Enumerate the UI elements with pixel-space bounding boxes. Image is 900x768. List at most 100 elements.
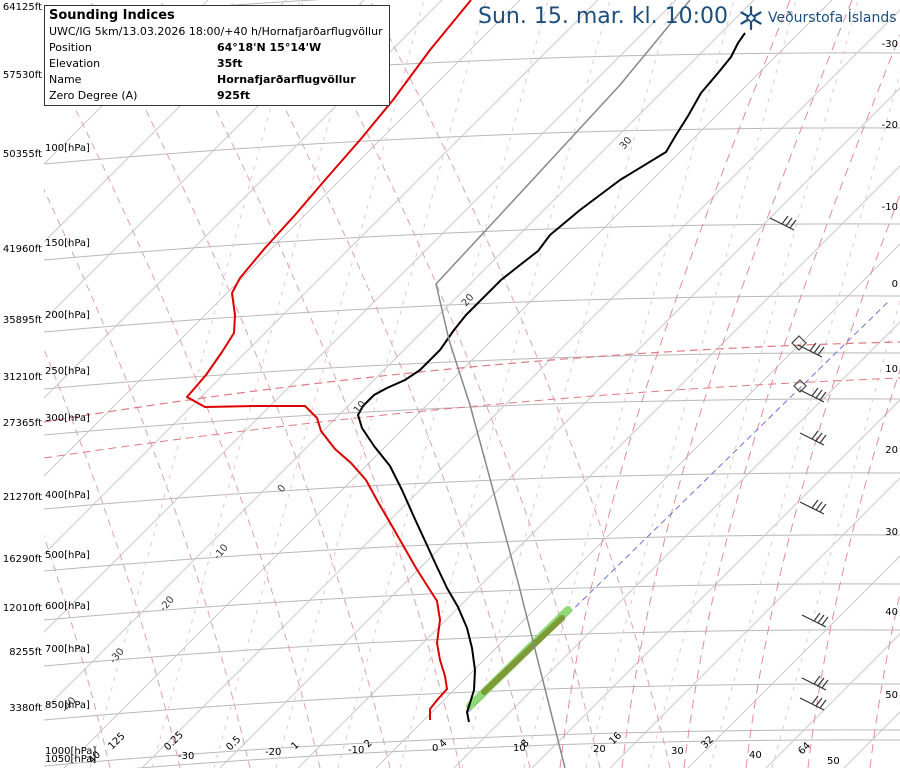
mixing-ratio-line — [585, 0, 797, 768]
wind-barb-flag — [819, 434, 827, 444]
bottom-tick-label: 30 — [671, 746, 684, 757]
indices-row-name: Name Hornafjarðarflugvöllur — [49, 72, 385, 88]
moist-adiabat-line — [745, 193, 900, 768]
wind-barb-flag — [817, 677, 825, 687]
mixing-ratio-line — [523, 0, 735, 768]
mixing-ratio-line — [461, 0, 673, 768]
pressure-tick-label: 850[hPa] — [45, 700, 90, 711]
wind-barb-flag — [809, 342, 817, 352]
height-tick-label: 64125ft — [3, 2, 42, 13]
wind-barb-flag — [817, 614, 825, 624]
vedurstofa-logo: Veðurstofa Íslands — [738, 4, 897, 32]
moist-adiabat-line — [869, 590, 900, 768]
dry-adiabat-line — [44, 45, 321, 768]
isobar-line — [44, 729, 900, 767]
mixing-ratio-line — [647, 0, 859, 768]
instability-band-core — [481, 615, 565, 695]
pressure-tick-label: 1000[hPa] — [45, 746, 96, 757]
bottom-tick-label: 32 — [699, 734, 716, 751]
right-tick-label: 10 — [885, 364, 898, 375]
wind-barb-flag — [785, 217, 793, 227]
wind-barb-flag — [813, 344, 821, 354]
isobar-line — [133, 739, 900, 768]
moist-adiabat-line — [683, 33, 900, 768]
wind-barb-icon — [799, 499, 827, 515]
isotherm-line — [44, 0, 599, 555]
wind-barb-flag — [819, 699, 827, 709]
isobar-line — [44, 223, 900, 261]
indices-row-position: Position 64°18'N 15°14'W — [49, 40, 385, 56]
mixing-ratio-line — [275, 0, 487, 768]
height-tick-label: 16290ft — [3, 554, 42, 565]
isotherm-line — [44, 0, 209, 165]
indices-label: Elevation — [49, 57, 101, 70]
wind-barb-icon — [801, 675, 829, 691]
wind-barb-flag — [821, 616, 829, 626]
height-tick-label: 27365ft — [3, 418, 42, 429]
parcel-profile-line — [435, 0, 691, 768]
temperature-profile-line — [357, 32, 746, 723]
right-tick-label: -20 — [882, 120, 898, 131]
isobar-line — [44, 683, 900, 721]
indices-value: 64°18'N 15°14'W — [217, 41, 322, 54]
height-tick-label: 21270ft — [3, 492, 42, 503]
bottom-tick-label: 40 — [749, 750, 762, 761]
dry-adiabat-line — [299, 0, 601, 768]
pressure-tick-label: 500[hPa] — [45, 550, 90, 561]
indices-label: Position — [49, 41, 92, 54]
mixing-ratio-line — [771, 297, 900, 768]
lifted-reference-line — [467, 299, 891, 713]
pressure-tick-label: 300[hPa] — [45, 413, 90, 424]
right-tick-label: -30 — [882, 39, 898, 50]
chart-labels: 1050[hPa]1000[hPa] 3380ft 850[hPa] 8255ft 70… — [3, 2, 898, 767]
moist-adiabat-line — [621, 0, 853, 768]
isotherm-line — [44, 0, 755, 711]
mixing-ratio-line — [337, 0, 549, 768]
wind-barb-icon — [801, 612, 829, 628]
isotherm-label: -20 — [158, 594, 177, 614]
model-run: UWC/IG 5km/13.03.2026 18:00/+40 h/Hornaf… — [49, 25, 383, 38]
reference-dashed-line — [44, 377, 900, 459]
wind-barb-flag — [811, 499, 819, 509]
bottom-tick-label: 64 — [796, 740, 813, 757]
isotherm-line — [687, 555, 900, 768]
tropopause-line — [44, 341, 900, 423]
pressure-tick-label: 150[hPa] — [45, 238, 90, 249]
right-tick-label: 20 — [885, 445, 898, 456]
height-tick-label: 8255ft — [9, 647, 42, 658]
right-tick-label: 50 — [885, 690, 898, 701]
dry-adiabat-line — [159, 0, 461, 768]
isobar-line — [44, 583, 900, 621]
height-tick-label: 31210ft — [3, 372, 42, 383]
isotherm-line — [44, 0, 677, 633]
isotherm-label: -40 — [60, 695, 79, 715]
isobar-line — [44, 629, 900, 667]
right-tick-label: -10 — [882, 202, 898, 213]
logo-brand-text: Veðurstofa Íslands — [768, 10, 897, 26]
pressure-tick-label: 1050[hPa] — [45, 754, 96, 765]
wind-barb-flag — [815, 389, 823, 399]
isotherm-label: -10 — [212, 542, 231, 562]
isobar-line — [44, 127, 900, 165]
isotherm-line — [609, 477, 900, 768]
dry-adiabat-line — [44, 188, 251, 768]
wind-barb-flag — [811, 387, 819, 397]
indices-value: 35ft — [217, 57, 243, 70]
pressure-tick-label: 600[hPa] — [45, 601, 90, 612]
isotherm-line — [63, 0, 833, 768]
right-tick-label: 40 — [885, 607, 898, 618]
chart-series — [186, 0, 746, 768]
height-tick-label: 41960ft — [3, 244, 42, 255]
isotherm-line — [44, 0, 365, 321]
height-tick-label: 3380ft — [9, 703, 42, 714]
indices-value: 925ft — [217, 89, 251, 102]
isotherm-line — [297, 165, 900, 768]
isotherm-line — [44, 0, 521, 477]
bottom-tick-label: -10 — [348, 745, 364, 756]
isotherm-line — [141, 9, 900, 768]
isobar-line — [44, 534, 900, 572]
sounding-indices-panel: Sounding Indices UWC/IG 5km/13.03.2026 1… — [44, 5, 390, 106]
level-marker-icon — [793, 379, 807, 393]
isotherm-line — [531, 399, 900, 768]
